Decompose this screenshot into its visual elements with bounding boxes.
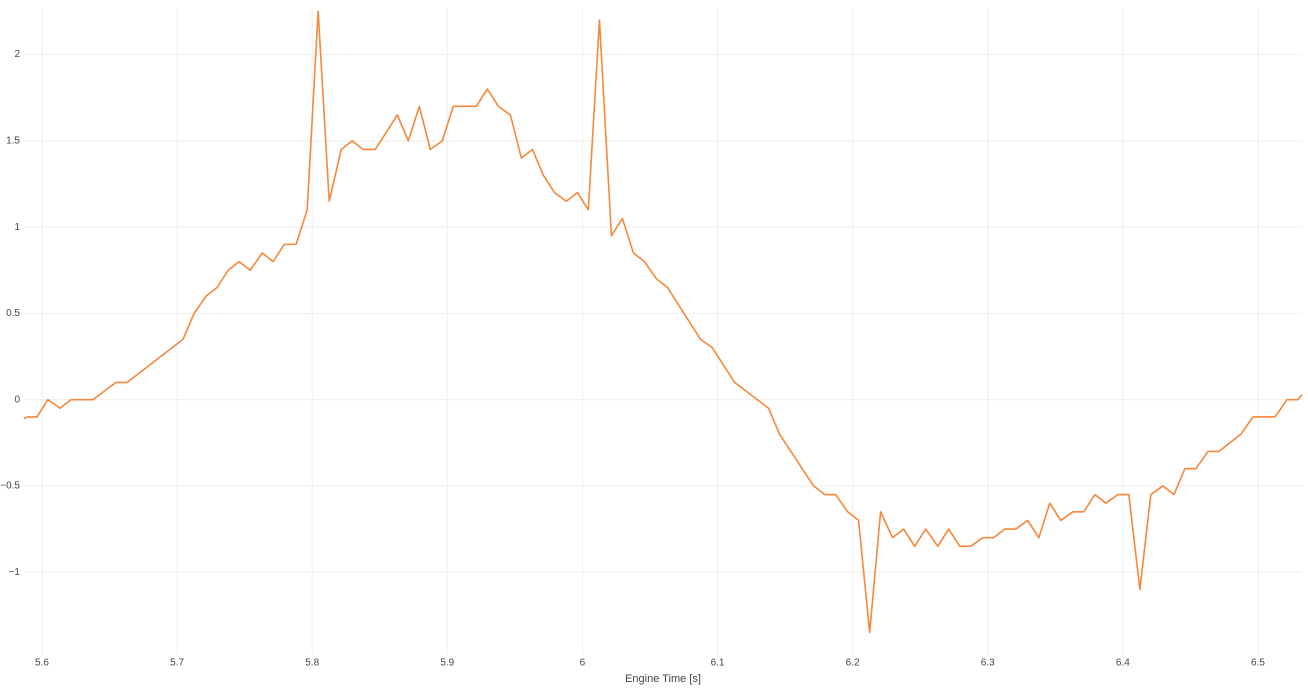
y-tick-label: 2 xyxy=(14,49,20,60)
x-tick-label: 6.1 xyxy=(711,658,725,669)
x-tick-label: 5.9 xyxy=(440,658,454,669)
x-tick-label: 5.7 xyxy=(170,658,184,669)
x-tick-label: 6.3 xyxy=(981,658,995,669)
y-tick-label: 1.5 xyxy=(6,135,20,146)
x-tick-label: 6.2 xyxy=(846,658,860,669)
x-tick-label: 5.6 xyxy=(35,658,49,669)
y-tick-label: 1 xyxy=(14,222,20,233)
x-axis-title: Engine Time [s] xyxy=(625,673,701,685)
x-tick-label: 6 xyxy=(580,658,586,669)
y-tick-label: −1 xyxy=(9,567,21,578)
y-tick-label: −0.5 xyxy=(0,481,20,492)
y-tick-label: 0.5 xyxy=(6,308,20,319)
x-tick-label: 6.5 xyxy=(1251,658,1265,669)
y-tick-label: 0 xyxy=(14,394,20,405)
data-line xyxy=(23,10,1303,634)
x-tick-label: 6.4 xyxy=(1116,658,1130,669)
x-tick-label: 5.8 xyxy=(305,658,319,669)
